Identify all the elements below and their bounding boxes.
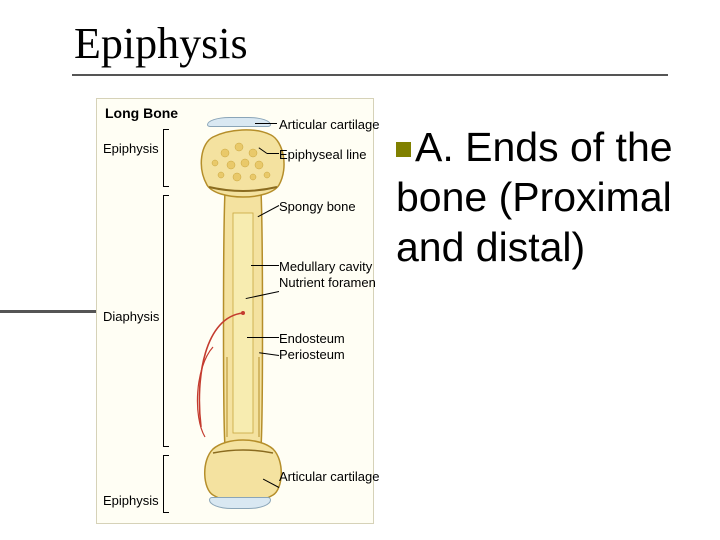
label-epiphyseal-line: Epiphyseal line xyxy=(279,147,366,162)
square-bullet-icon xyxy=(396,142,411,157)
label-nutrient-foramen: Nutrient foramen xyxy=(279,275,376,290)
label-epiphysis-top: Epiphysis xyxy=(103,141,159,156)
body-text-block: A. Ends of the bone (Proximal and distal… xyxy=(396,122,706,272)
bracket-epiphysis-top xyxy=(163,129,169,187)
bracket-epiphysis-bottom xyxy=(163,455,169,513)
label-epiphysis-bottom: Epiphysis xyxy=(103,493,159,508)
lead-endosteum xyxy=(247,337,279,338)
lead-epi-line xyxy=(267,153,279,154)
articular-cartilage-bottom xyxy=(209,497,271,509)
bone-illustration xyxy=(183,117,303,513)
label-spongy-bone: Spongy bone xyxy=(279,199,356,214)
lead-artic-top xyxy=(255,123,277,124)
label-periosteum: Periosteum xyxy=(279,347,345,362)
long-bone-diagram: Long Bone Epiphysis Diaphysis Epiphysis xyxy=(96,98,374,524)
lead-medullary xyxy=(251,265,279,266)
label-articular-cartilage-bottom: Articular cartilage xyxy=(279,469,379,484)
page-title: Epiphysis xyxy=(74,18,248,69)
bracket-diaphysis xyxy=(163,195,169,447)
articular-cartilage-top xyxy=(207,117,271,127)
label-articular-cartilage-top: Articular cartilage xyxy=(279,117,379,132)
label-diaphysis: Diaphysis xyxy=(103,309,159,324)
label-medullary-cavity: Medullary cavity xyxy=(279,259,372,274)
side-accent-line xyxy=(0,310,96,313)
diagram-heading: Long Bone xyxy=(105,105,178,121)
label-endosteum: Endosteum xyxy=(279,331,345,346)
title-underline xyxy=(72,74,668,76)
body-text: A. Ends of the bone (Proximal and distal… xyxy=(396,124,673,270)
